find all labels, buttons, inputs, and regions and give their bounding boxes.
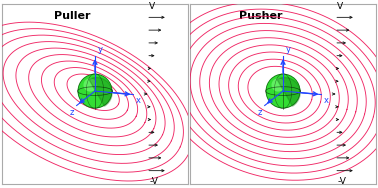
Wedge shape: [277, 77, 300, 106]
Text: x: x: [324, 96, 329, 105]
Circle shape: [84, 78, 97, 92]
Text: x: x: [136, 96, 141, 105]
Circle shape: [271, 78, 285, 92]
Text: -V: -V: [337, 177, 346, 186]
Text: z: z: [258, 108, 262, 117]
Circle shape: [266, 74, 300, 108]
Wedge shape: [89, 77, 112, 106]
Circle shape: [78, 74, 112, 108]
Text: y: y: [97, 45, 102, 54]
Text: V: V: [337, 2, 343, 11]
Circle shape: [266, 74, 301, 108]
Circle shape: [77, 74, 112, 108]
Text: Pusher: Pusher: [239, 11, 282, 21]
Text: z: z: [70, 108, 74, 117]
Text: Puller: Puller: [54, 11, 91, 21]
Text: y: y: [285, 45, 290, 54]
Text: -V: -V: [149, 177, 158, 186]
Text: V: V: [149, 2, 155, 11]
